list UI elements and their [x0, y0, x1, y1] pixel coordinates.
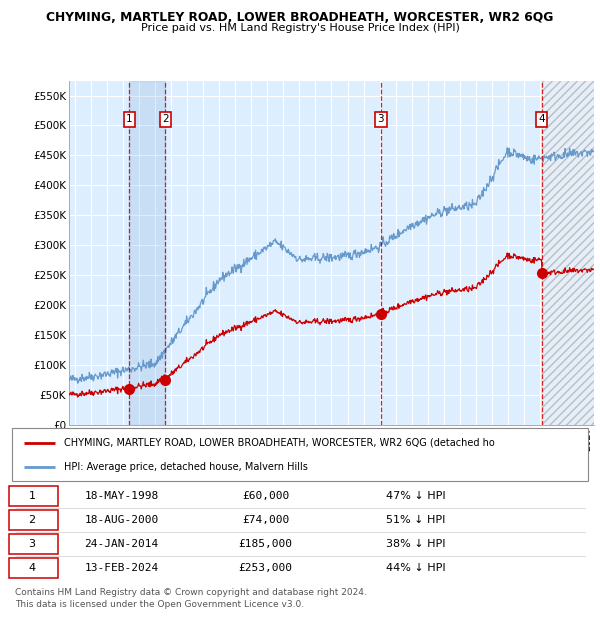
FancyBboxPatch shape: [9, 534, 58, 554]
Text: 13-FEB-2024: 13-FEB-2024: [85, 563, 158, 573]
Text: 38% ↓ HPI: 38% ↓ HPI: [386, 539, 446, 549]
Text: 44% ↓ HPI: 44% ↓ HPI: [386, 563, 446, 573]
Bar: [542, 81, 594, 425]
Text: HPI: Average price, detached house, Malvern Hills: HPI: Average price, detached house, Malv…: [64, 463, 308, 472]
Text: CHYMING, MARTLEY ROAD, LOWER BROADHEATH, WORCESTER, WR2 6QG: CHYMING, MARTLEY ROAD, LOWER BROADHEATH,…: [46, 11, 554, 24]
Text: 1: 1: [126, 115, 133, 125]
Text: 3: 3: [377, 115, 384, 125]
Text: 2: 2: [162, 115, 169, 125]
Text: £60,000: £60,000: [242, 490, 289, 500]
Text: 18-AUG-2000: 18-AUG-2000: [85, 515, 158, 525]
Text: 47% ↓ HPI: 47% ↓ HPI: [386, 490, 446, 500]
Text: 18-MAY-1998: 18-MAY-1998: [85, 490, 158, 500]
Text: £253,000: £253,000: [238, 563, 292, 573]
Text: Contains HM Land Registry data © Crown copyright and database right 2024.: Contains HM Land Registry data © Crown c…: [15, 588, 367, 597]
Text: 51% ↓ HPI: 51% ↓ HPI: [386, 515, 446, 525]
Text: 2: 2: [29, 515, 36, 525]
Text: £185,000: £185,000: [238, 539, 292, 549]
Text: Price paid vs. HM Land Registry's House Price Index (HPI): Price paid vs. HM Land Registry's House …: [140, 23, 460, 33]
FancyBboxPatch shape: [9, 557, 58, 578]
FancyBboxPatch shape: [9, 510, 58, 529]
FancyBboxPatch shape: [9, 485, 58, 506]
Text: This data is licensed under the Open Government Licence v3.0.: This data is licensed under the Open Gov…: [15, 600, 304, 609]
Text: CHYMING, MARTLEY ROAD, LOWER BROADHEATH, WORCESTER, WR2 6QG (detached ho: CHYMING, MARTLEY ROAD, LOWER BROADHEATH,…: [64, 438, 494, 448]
Text: 1: 1: [29, 490, 35, 500]
Text: £74,000: £74,000: [242, 515, 289, 525]
Text: 24-JAN-2014: 24-JAN-2014: [85, 539, 158, 549]
Bar: [542, 81, 594, 425]
Bar: [130, 81, 166, 425]
Text: 4: 4: [538, 115, 545, 125]
Text: 4: 4: [29, 563, 36, 573]
Text: 3: 3: [29, 539, 35, 549]
FancyBboxPatch shape: [12, 428, 588, 480]
